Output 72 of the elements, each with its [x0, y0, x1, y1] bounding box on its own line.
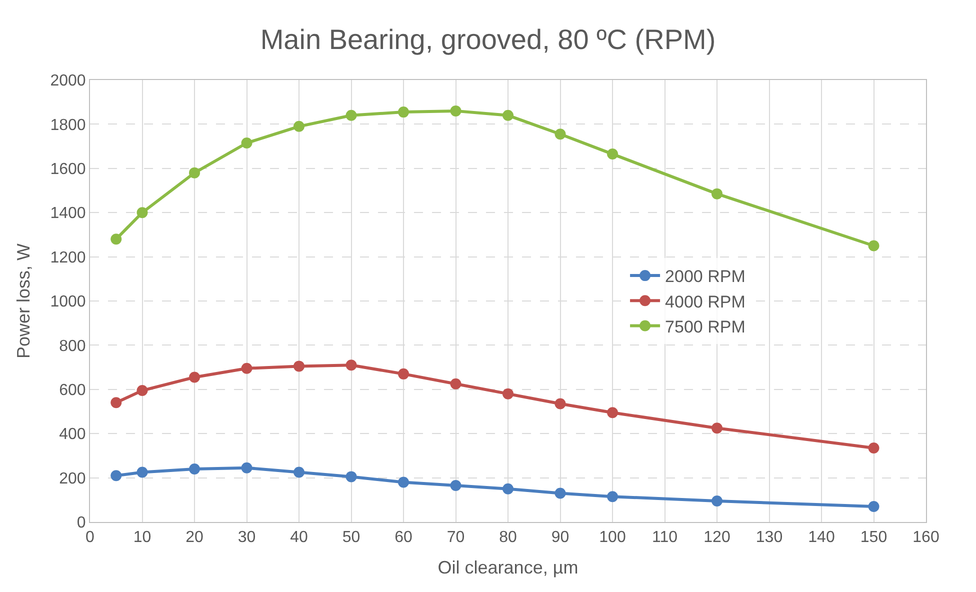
point	[450, 480, 462, 492]
x-axis-title: Oil clearance, µm	[438, 557, 578, 578]
point	[607, 148, 618, 160]
point	[189, 372, 200, 383]
point	[136, 466, 148, 478]
point	[554, 128, 566, 140]
point	[450, 105, 462, 116]
point	[136, 385, 148, 396]
point	[868, 501, 880, 512]
point	[712, 422, 722, 434]
point	[398, 476, 409, 488]
point	[502, 110, 514, 121]
chart-title: Main Bearing, grooved, 80 ºC (RPM)	[260, 24, 716, 56]
y-tick-label: 400	[59, 426, 86, 444]
y-tick-label: 600	[59, 382, 86, 399]
point	[554, 398, 566, 410]
point	[136, 207, 148, 218]
point	[502, 483, 514, 494]
x-tick-label: 70	[446, 529, 465, 546]
y-tick-label: 1200	[50, 249, 86, 266]
point	[110, 397, 122, 408]
y-axis-title: Power loss, W	[13, 243, 34, 359]
point	[502, 388, 514, 400]
point	[868, 240, 880, 252]
y-tick-label: 0	[76, 514, 86, 532]
point	[110, 234, 122, 245]
point	[189, 463, 200, 474]
y-tick-label: 1400	[50, 205, 86, 222]
point	[346, 110, 357, 121]
x-tick-label: 130	[756, 529, 783, 546]
x-tick-label: 20	[186, 529, 204, 546]
point	[294, 466, 304, 478]
y-tick-label: 1000	[50, 294, 86, 311]
x-tick-label: 100	[599, 529, 626, 546]
point	[607, 491, 618, 502]
point	[607, 407, 618, 418]
point	[712, 188, 722, 200]
x-tick-label: 150	[860, 529, 888, 546]
point	[398, 368, 409, 380]
y-tick-label: 2000	[50, 72, 86, 90]
x-tick-label: 10	[133, 529, 152, 546]
x-tick-label: 90	[551, 529, 570, 546]
y-tick-label: 800	[59, 338, 86, 355]
point	[398, 106, 409, 118]
point	[189, 167, 200, 178]
legend-label: 2000 RPM	[665, 267, 746, 286]
point	[450, 378, 462, 390]
x-tick-label: 40	[290, 529, 308, 546]
y-tick-label: 1800	[50, 116, 86, 134]
point	[294, 360, 304, 372]
point	[241, 362, 252, 374]
x-tick-label: 30	[238, 529, 256, 546]
point	[554, 488, 566, 499]
x-tick-label: 60	[394, 529, 412, 546]
x-tick-label: 80	[499, 529, 517, 546]
x-tick-label: 160	[912, 529, 940, 546]
point	[346, 471, 357, 482]
y-tick-label: 200	[59, 470, 86, 488]
point	[346, 360, 357, 371]
legend-label: 4000 RPM	[665, 292, 746, 312]
x-tick-label: 50	[342, 529, 360, 546]
y-tick-label: 1600	[50, 161, 86, 178]
x-tick-label: 120	[704, 529, 730, 546]
x-tick-label: 140	[808, 529, 835, 546]
point	[241, 462, 252, 474]
point	[712, 496, 722, 507]
point	[294, 120, 304, 132]
point	[241, 137, 252, 148]
x-tick-label: 110	[652, 529, 678, 546]
legend-label: 7500 RPM	[665, 317, 746, 336]
point	[110, 470, 122, 482]
point	[868, 442, 880, 454]
